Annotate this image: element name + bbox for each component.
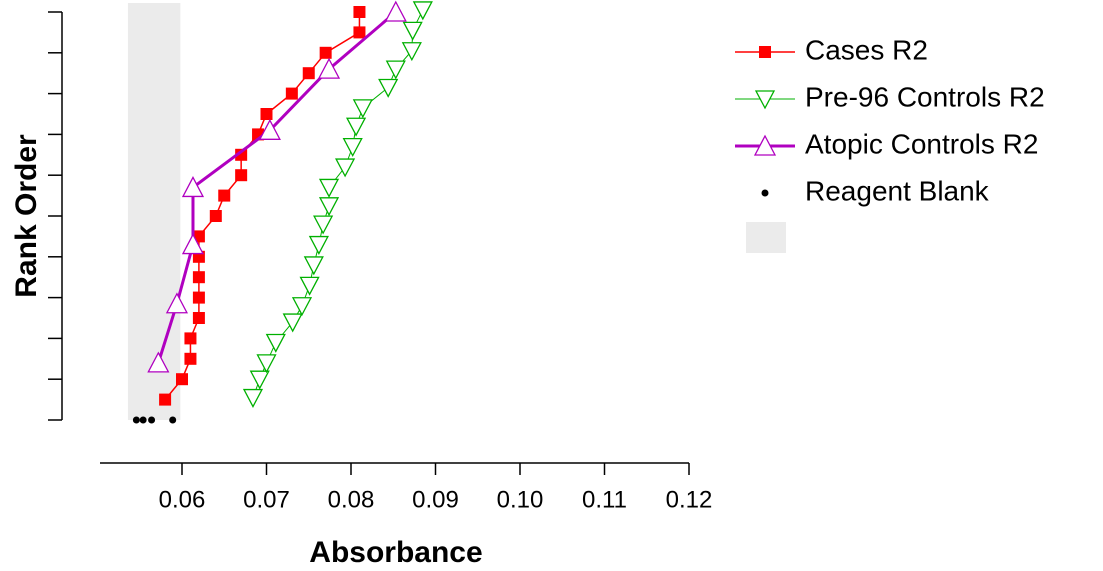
marker bbox=[242, 388, 264, 408]
marker bbox=[235, 148, 248, 161]
marker bbox=[147, 351, 170, 373]
marker bbox=[265, 333, 286, 353]
marker bbox=[335, 158, 356, 178]
marker bbox=[192, 271, 205, 284]
x-tick-label: 0.08 bbox=[328, 486, 375, 513]
marker bbox=[192, 250, 205, 263]
marker bbox=[318, 197, 340, 217]
y-axis-label: Rank Order bbox=[10, 134, 43, 298]
marker bbox=[384, 0, 407, 22]
marker bbox=[176, 373, 188, 386]
marker bbox=[258, 118, 281, 140]
marker bbox=[318, 178, 340, 198]
legend-marker bbox=[759, 46, 771, 58]
marker bbox=[192, 291, 205, 304]
marker bbox=[302, 67, 315, 80]
legend-label: Pre-96 Controls R2 bbox=[805, 81, 1045, 112]
marker bbox=[256, 354, 277, 374]
marker bbox=[192, 312, 205, 324]
marker bbox=[285, 87, 298, 100]
marker bbox=[313, 215, 334, 235]
x-tick-label: 0.07 bbox=[243, 486, 290, 513]
series bbox=[147, 0, 407, 373]
marker bbox=[260, 108, 273, 120]
legend-label: Reagent Blank bbox=[805, 175, 990, 206]
marker bbox=[353, 26, 366, 39]
marker bbox=[378, 78, 399, 98]
shaded-band bbox=[127, 3, 181, 420]
x-tick-label: 0.06 bbox=[159, 486, 206, 513]
legend-marker bbox=[761, 189, 769, 197]
marker bbox=[299, 276, 320, 296]
marker bbox=[401, 42, 422, 62]
legend-marker bbox=[754, 90, 776, 110]
marker bbox=[385, 60, 406, 80]
marker bbox=[282, 313, 303, 333]
marker bbox=[165, 292, 189, 314]
marker bbox=[249, 370, 270, 390]
marker bbox=[317, 57, 341, 79]
x-axis-label: Absorbance bbox=[309, 536, 482, 569]
x-tick-label: 0.10 bbox=[497, 486, 544, 513]
series bbox=[159, 6, 366, 406]
marker bbox=[291, 297, 313, 317]
marker bbox=[252, 128, 265, 141]
marker bbox=[218, 189, 231, 202]
marker bbox=[303, 256, 324, 276]
marker bbox=[181, 176, 205, 198]
marker bbox=[412, 1, 433, 21]
marker bbox=[159, 393, 172, 406]
marker bbox=[132, 416, 140, 424]
marker bbox=[139, 416, 147, 424]
x-tick-label: 0.11 bbox=[582, 486, 627, 513]
marker bbox=[342, 137, 363, 158]
legend-label: Atopic Controls R2 bbox=[805, 128, 1038, 159]
marker bbox=[184, 352, 197, 365]
marker bbox=[209, 210, 222, 222]
marker bbox=[319, 46, 332, 59]
legend-band bbox=[746, 222, 786, 253]
marker bbox=[308, 235, 329, 255]
series bbox=[132, 416, 177, 424]
series bbox=[242, 1, 433, 408]
marker bbox=[402, 21, 423, 41]
x-tick-label: 0.12 bbox=[666, 486, 713, 513]
marker bbox=[235, 169, 248, 182]
marker bbox=[345, 117, 367, 137]
x-tick-label: 0.09 bbox=[412, 486, 459, 513]
marker bbox=[181, 233, 205, 255]
marker bbox=[352, 99, 373, 119]
marker bbox=[148, 416, 156, 424]
legend-label: Cases R2 bbox=[805, 34, 928, 65]
marker bbox=[169, 416, 177, 424]
marker bbox=[184, 332, 197, 345]
legend-marker bbox=[753, 134, 777, 156]
marker bbox=[353, 6, 366, 18]
